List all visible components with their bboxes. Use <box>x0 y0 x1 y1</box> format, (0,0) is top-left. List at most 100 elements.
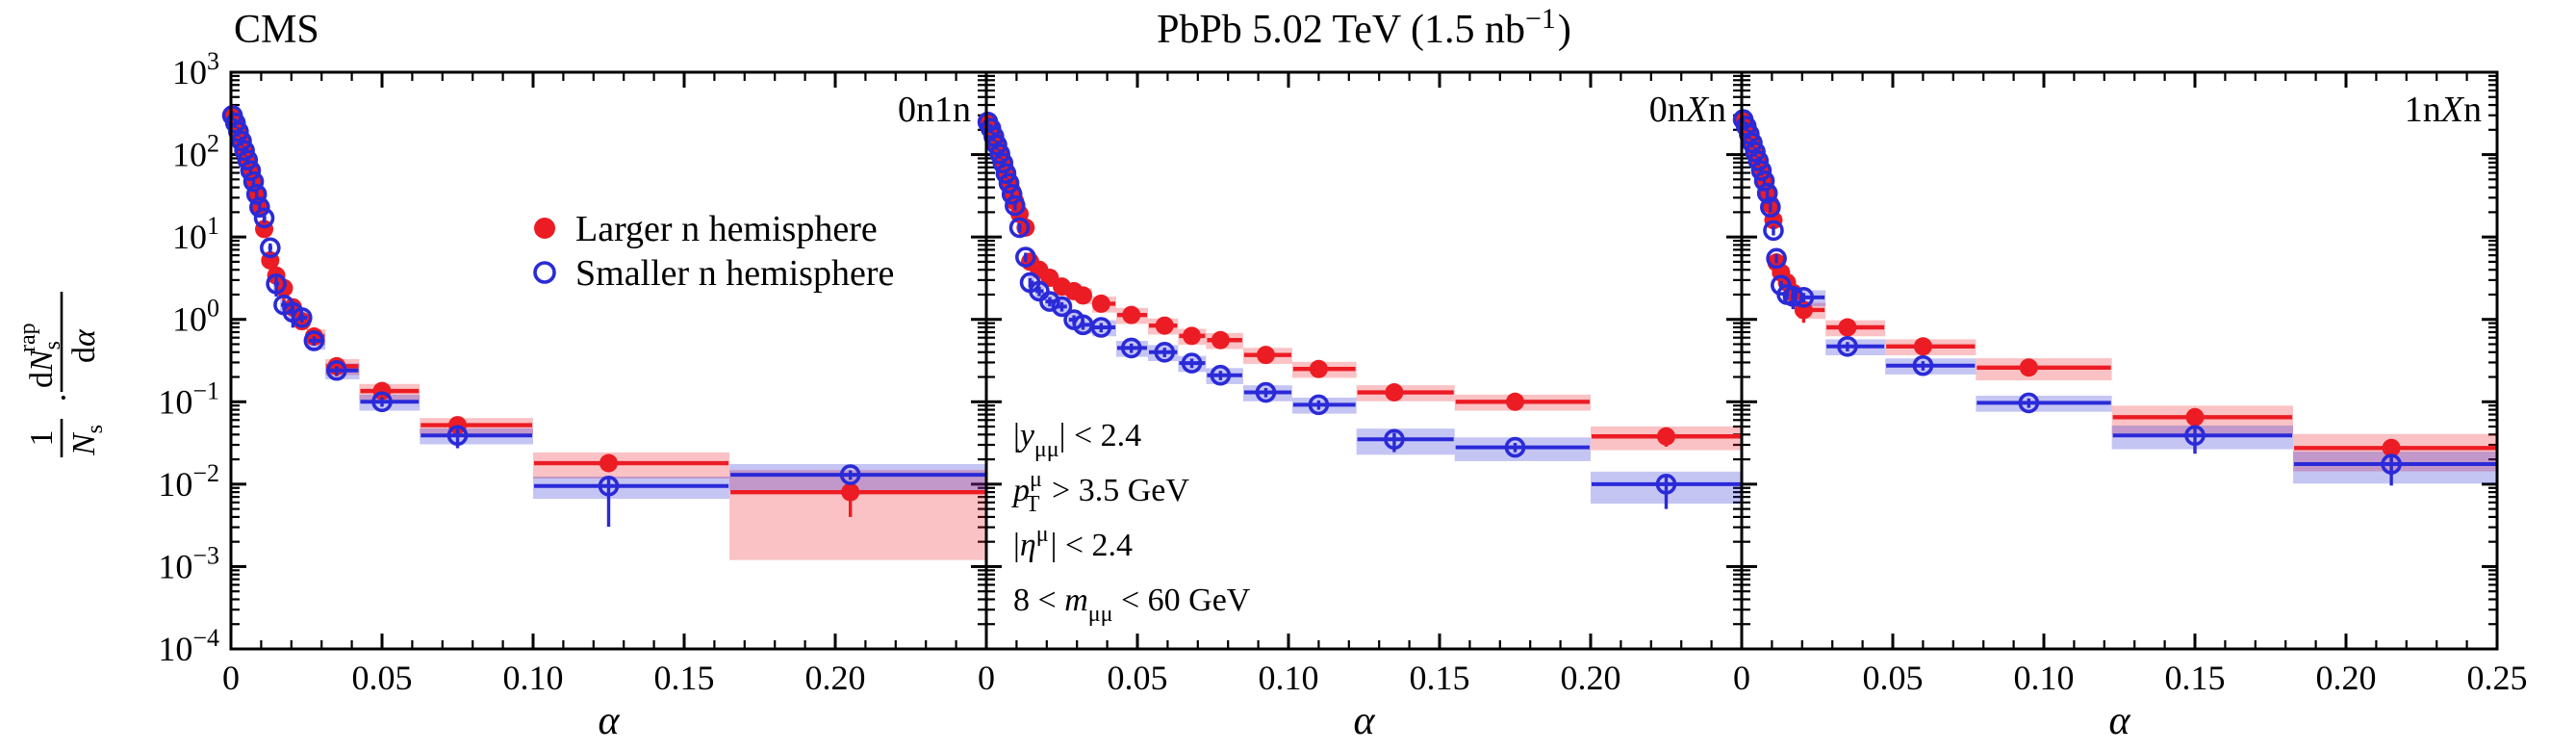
x-tick-label: 0 <box>978 659 995 697</box>
y-tick-label: 102 <box>172 130 219 174</box>
svg-text:Ns: Ns <box>66 425 108 456</box>
panel-0nXn: 0 0.05 0.10 0.15 0.20 α 0nXn <box>977 70 1744 743</box>
legend-label-larger: Larger n hemisphere <box>575 209 878 249</box>
data-point-marker <box>1183 326 1202 346</box>
data-point-marker <box>995 163 1017 184</box>
data-point-marker <box>2019 358 2038 377</box>
data-point-marker <box>1753 170 1775 192</box>
data-point-marker <box>1015 246 1036 268</box>
data-point-marker <box>1120 337 1142 359</box>
data-point-marker <box>303 330 325 351</box>
data-point-marker <box>1210 364 1232 386</box>
y-tick-label: 10−2 <box>158 459 219 504</box>
x-tick-label: 0.15 <box>1410 659 1470 697</box>
x-tick-label: 0.15 <box>2165 659 2226 697</box>
x-tick-label: 0 <box>222 659 240 697</box>
data-point-marker <box>291 307 313 328</box>
data-point-marker <box>599 453 618 473</box>
svg-text:·: · <box>44 392 83 403</box>
data-point-marker <box>989 143 1010 165</box>
data-point-marker <box>2382 438 2401 457</box>
data-point-marker <box>1029 280 1050 302</box>
data-point-marker <box>1039 291 1060 312</box>
data-point-marker <box>1181 352 1203 374</box>
data-point-marker <box>841 482 860 502</box>
data-point-marker <box>1756 182 1778 204</box>
svg-text:1: 1 <box>24 430 60 447</box>
x-tick-label: 0.25 <box>2467 659 2528 697</box>
data-point-marker <box>992 152 1014 174</box>
data-point-marker <box>326 359 347 381</box>
figure-title: PbPb 5.02 TeV (1.5 nb−1) <box>1157 3 1571 52</box>
data-point-marker <box>2018 392 2040 414</box>
series-smaller-n <box>977 112 1741 509</box>
x-tick-label: 0.10 <box>503 659 564 697</box>
data-point-marker <box>998 172 1020 194</box>
panel-1nXn: 0 0.05 0.10 0.15 0.20 0.25 α 1nXn <box>1732 70 2528 743</box>
series-larger-n <box>1734 109 2496 474</box>
syst-band <box>1356 428 1455 455</box>
panel-corner-label: 0n1n <box>898 90 971 130</box>
panel-corner-label: 1nXn <box>2405 90 2482 130</box>
data-point-marker <box>1073 286 1092 305</box>
data-point-marker <box>242 170 265 193</box>
data-point-marker <box>446 425 469 447</box>
y-tick-label: 10−4 <box>158 624 219 668</box>
y-tick-label: 103 <box>172 47 219 91</box>
x-axis-title: α <box>1353 699 1375 743</box>
data-point-marker <box>1913 337 1932 356</box>
data-point-marker <box>234 140 255 162</box>
data-point-marker <box>1745 141 1766 163</box>
x-tick-label: 0.10 <box>2014 659 2075 697</box>
series-smaller-n <box>221 105 985 528</box>
svg-text:dα: dα <box>66 328 102 363</box>
data-point-marker <box>1005 194 1026 217</box>
data-point-marker <box>1506 392 1524 411</box>
panel-0n1n: 0 0.05 0.10 0.15 0.20 α 0n1n <box>221 70 988 743</box>
data-point-marker <box>1766 247 1787 270</box>
data-point-marker <box>1504 436 1526 458</box>
data-point-marker <box>1255 381 1277 403</box>
x-tick-label: 0.05 <box>352 659 413 697</box>
series-smaller-n <box>1732 109 2496 486</box>
data-point-marker <box>237 149 259 170</box>
selection-annotation: pμ T > 3.5 GeV <box>1011 467 1189 517</box>
x-tick-label: 0.10 <box>1259 659 1319 697</box>
y-tick-label: 10−1 <box>158 376 219 421</box>
legend-marker-filled-circle <box>534 218 555 239</box>
data-point-marker <box>240 160 262 181</box>
data-point-marker <box>839 464 861 485</box>
panel-corner-label: 0nXn <box>1649 90 1726 130</box>
y-tick-label: 100 <box>172 295 219 339</box>
data-point-marker <box>1091 294 1110 313</box>
x-tick-label: 0.05 <box>1108 659 1168 697</box>
series-larger-n <box>223 105 985 517</box>
data-point-marker <box>986 134 1007 156</box>
data-point-marker <box>249 196 270 218</box>
data-point-marker <box>1122 305 1141 324</box>
selection-annotation: 8 < mμμ < 60 GeV <box>1013 583 1251 627</box>
x-tick-label: 0 <box>1733 659 1750 697</box>
data-point-marker <box>1912 354 1934 376</box>
experiment-label: CMS <box>234 8 319 52</box>
data-point-marker <box>1385 383 1404 402</box>
panel-frame <box>1740 70 2499 651</box>
data-point-marker <box>1837 335 1858 357</box>
data-point-marker <box>253 207 275 229</box>
data-point-marker <box>598 475 620 497</box>
x-tick-label: 0.15 <box>654 659 715 697</box>
data-point-marker <box>1090 317 1112 338</box>
data-point-marker <box>1760 196 1781 218</box>
x-tick-label: 0.20 <box>2316 659 2377 697</box>
data-point-marker <box>231 130 252 152</box>
data-point-marker <box>1001 183 1023 205</box>
data-point-marker <box>1838 318 1857 337</box>
data-point-marker <box>2185 407 2205 427</box>
data-point-marker <box>1155 316 1174 335</box>
data-point-marker <box>1154 341 1176 363</box>
legend-label-smaller: Smaller n hemisphere <box>575 253 894 294</box>
data-point-marker <box>1256 346 1275 365</box>
